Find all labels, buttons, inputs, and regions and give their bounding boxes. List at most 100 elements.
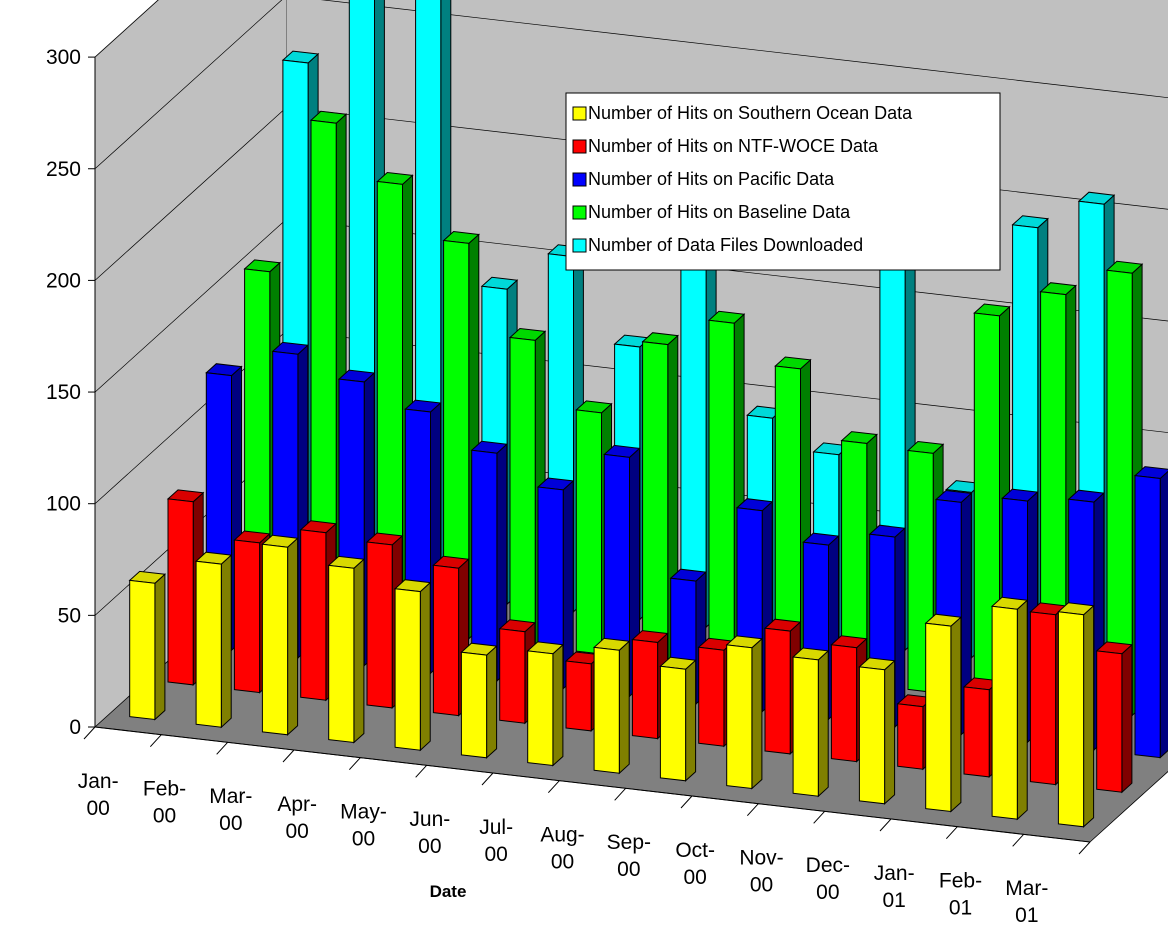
bar <box>791 647 830 798</box>
bar-front <box>631 639 659 740</box>
bar-front <box>300 529 327 701</box>
gridline <box>94 0 1168 170</box>
x-tick-mark <box>614 787 627 801</box>
x-tick-label: Dec-00 <box>806 854 850 904</box>
legend-label: Number of Hits on NTF-WOCE Data <box>588 136 879 156</box>
bar-side <box>894 527 906 729</box>
bar-front <box>726 644 753 790</box>
bar <box>725 635 764 790</box>
x-tick-label: Jan-01 <box>874 862 915 912</box>
bar-front <box>460 651 488 759</box>
y-axis: 0 50 100 150 200 250 300 <box>46 46 96 739</box>
bar-side <box>486 644 498 759</box>
bar-front <box>1057 611 1085 828</box>
x-tick-mark <box>348 757 361 771</box>
bar-front <box>432 564 460 717</box>
bar <box>603 444 641 698</box>
bar-front <box>698 646 725 747</box>
y-tick-label: 100 <box>46 493 81 516</box>
bar-front <box>499 628 526 724</box>
bar <box>393 579 432 752</box>
bar-front <box>575 409 602 655</box>
bar <box>460 642 498 759</box>
x-tick-label: Feb-01 <box>939 870 982 920</box>
y-tick-label: 300 <box>46 46 81 69</box>
x-tick-mark <box>216 741 229 755</box>
bar <box>990 596 1029 821</box>
bar <box>659 656 697 782</box>
x-tick-label: Oct-00 <box>675 839 715 889</box>
x-tick-mark <box>945 826 958 840</box>
bar-front <box>261 543 289 736</box>
bar-front <box>659 665 687 782</box>
bar-front <box>708 319 735 670</box>
y-tick-label: 50 <box>58 604 81 627</box>
legend-box <box>565 92 1001 271</box>
x-axis-line <box>94 726 1091 843</box>
bar-side <box>220 553 232 729</box>
x-tick-mark <box>149 734 162 748</box>
bar-side <box>353 558 365 744</box>
x-tick-mark <box>547 780 560 794</box>
x-tick-mark <box>746 803 759 817</box>
bar-front <box>167 498 194 686</box>
legend-label: Number of Hits on Southern Ocean Data <box>588 103 913 123</box>
x-tick-mark <box>481 772 494 786</box>
x-tick-label: May-00 <box>340 801 387 851</box>
bar-side <box>618 640 630 775</box>
bar <box>194 551 233 729</box>
legend-label: Number of Hits on Pacific Data <box>588 169 835 189</box>
bar-side <box>685 659 697 782</box>
x-tick-label: Feb-00 <box>143 778 186 828</box>
y-tick-label: 200 <box>46 269 81 292</box>
x-tick-label: Apr-00 <box>277 793 317 843</box>
bar-front <box>593 646 620 774</box>
bar <box>526 641 565 767</box>
x-tick-label: Jun-00 <box>409 808 450 858</box>
y-tick-label: 250 <box>46 158 81 181</box>
x-tick-label: Jan-00 <box>78 770 119 820</box>
bar-front <box>963 686 990 778</box>
bar-front <box>858 666 886 805</box>
bar-front <box>1096 650 1123 793</box>
x-tick-mark <box>1012 833 1025 847</box>
bar <box>924 613 963 813</box>
bar-side <box>552 643 564 767</box>
x-tick-label: Sep-00 <box>607 831 651 881</box>
bar-front <box>565 660 592 732</box>
bar-front <box>394 588 421 751</box>
bar-front <box>991 605 1018 820</box>
x-tick-mark <box>83 726 96 740</box>
bar-front <box>527 650 554 767</box>
chart-legend: Number of Hits on Southern Ocean Data Num… <box>565 92 1001 271</box>
bar-side <box>950 616 962 813</box>
bar <box>1133 466 1168 759</box>
bar <box>1057 602 1095 828</box>
bar-side <box>1159 470 1168 759</box>
bar-front <box>328 564 355 744</box>
bar-front <box>233 539 261 694</box>
x-tick-label: Mar-01 <box>1005 877 1048 927</box>
legend-swatch <box>572 205 587 220</box>
bar-side <box>1083 604 1095 828</box>
bar-front <box>897 703 924 770</box>
bar-side <box>817 649 829 798</box>
bar-front <box>792 656 819 797</box>
legend-label: Number of Data Files Downloaded <box>588 235 863 255</box>
x-tick-mark <box>1078 841 1091 855</box>
bar-front <box>129 579 156 721</box>
bar-front <box>925 622 952 813</box>
bar-front <box>830 644 858 763</box>
bar <box>128 570 167 721</box>
bar-front <box>366 541 393 709</box>
x-tick-label: Nov-00 <box>739 847 783 897</box>
x-tick-label: Aug-00 <box>540 824 584 874</box>
bar-front <box>1029 611 1057 786</box>
x-tick-mark <box>879 818 892 832</box>
bar <box>858 657 896 805</box>
legend-label: Number of Hits on Baseline Data <box>588 202 851 222</box>
bar <box>376 171 414 633</box>
x-axis-title: Date <box>430 882 467 901</box>
x-tick-mark <box>282 749 295 763</box>
